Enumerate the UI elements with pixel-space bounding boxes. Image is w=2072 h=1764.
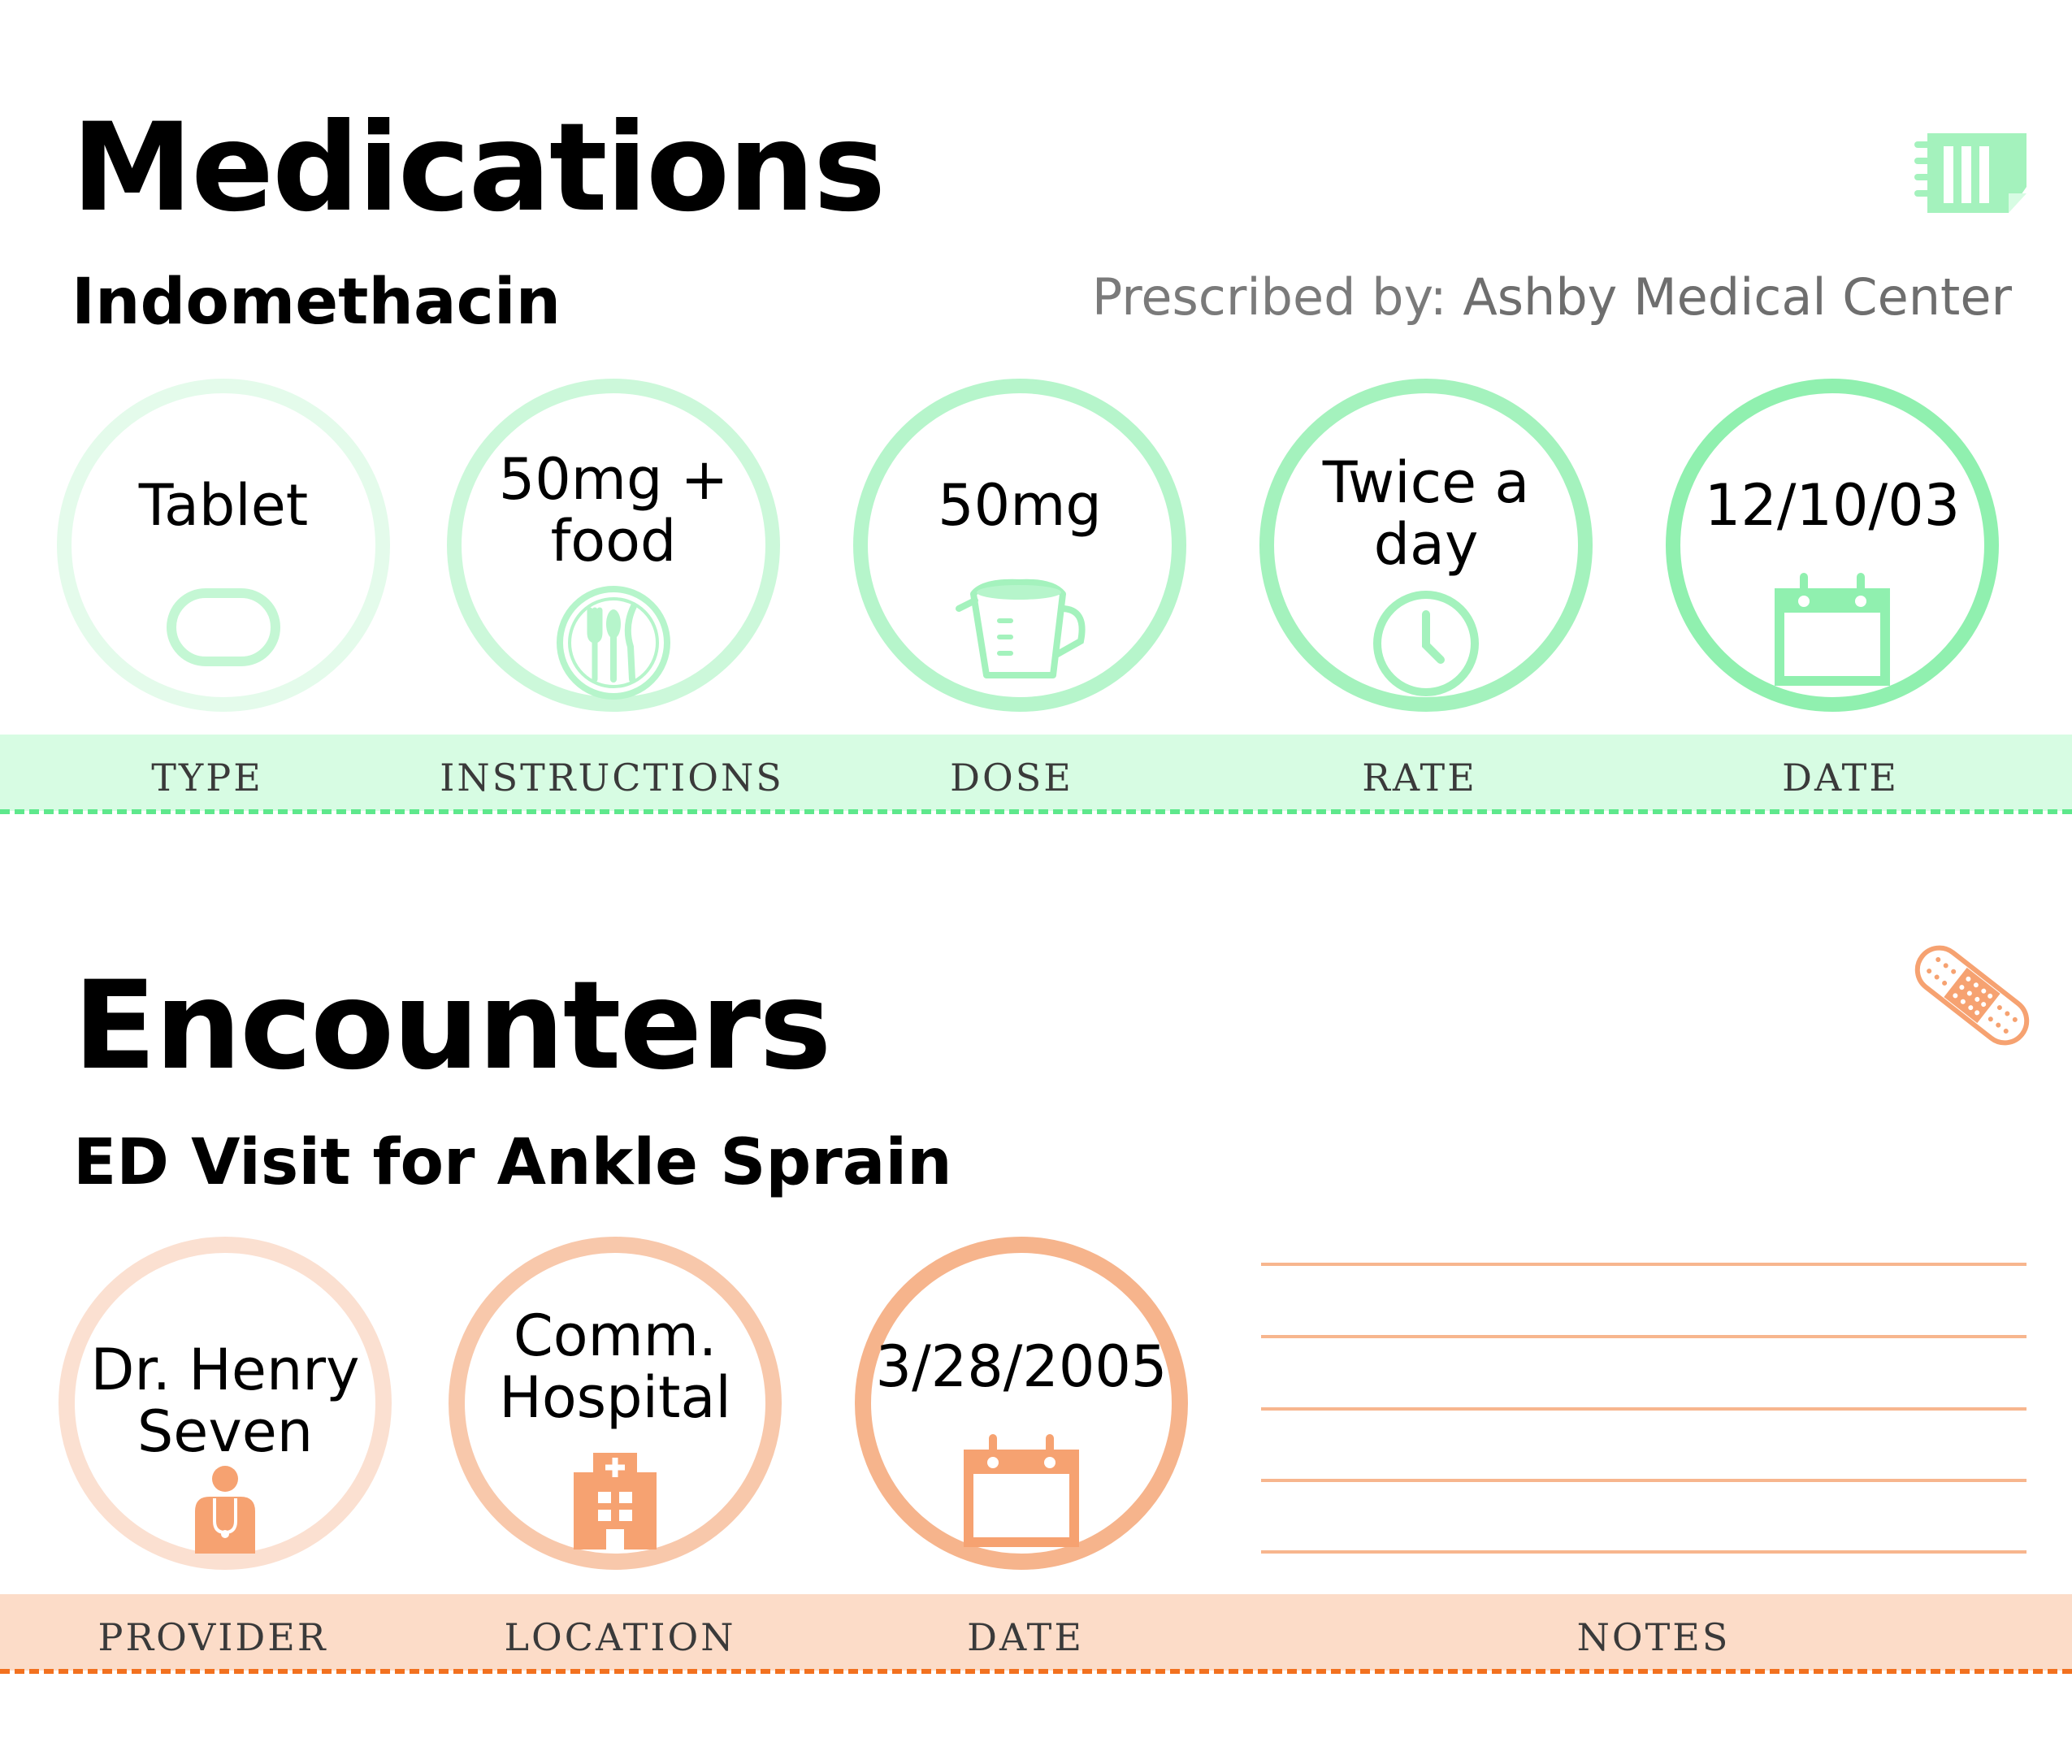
location-circle: Comm. Hospital [449,1237,782,1570]
calendar-icon [1680,572,1984,689]
rate-value: Twice a day [1322,449,1530,578]
prescriber-name: Ashby Medical Center [1463,267,2012,327]
label-instructions: INSTRUCTIONS [440,756,784,800]
label-provider: PROVIDER [98,1615,328,1659]
label-type: TYPE [151,756,263,800]
instructions-circle: 50mg + food [447,379,780,712]
encounter-date-circle: 3/28/2005 [855,1237,1188,1570]
clock-icon [1274,587,1578,704]
utensils-icon [462,582,765,707]
dose-circle: 50mg [853,379,1186,712]
encounters-divider [0,1669,2072,1674]
label-rate: RATE [1362,756,1477,800]
prescribed-by: Prescribed by: Ashby Medical Center [1092,272,2012,323]
date-value: 12/10/03 [1704,472,1961,539]
encounter-date-value: 3/28/2005 [875,1333,1168,1400]
medications-title: Medications [72,98,886,239]
calendar-icon [871,1433,1172,1550]
medication-name: Indomethacin [72,266,561,339]
dose-value: 50mg [938,472,1102,539]
instructions-value: 50mg + food [498,446,729,574]
type-circle: Tablet [57,379,390,712]
encounters-label-band: PROVIDER LOCATION DATE NOTES [0,1594,2072,1671]
note-line [1261,1263,2026,1266]
type-value: Tablet [138,472,309,539]
hospital-icon [465,1448,765,1553]
prescribed-prefix: Prescribed by: [1091,267,1447,327]
medications-label-band: TYPE INSTRUCTIONS DOSE RATE DATE [0,735,2072,811]
note-line [1261,1335,2026,1338]
medical-record-icon [1911,130,2029,219]
label-date: DATE [1782,756,1899,800]
label-dose: DOSE [950,756,1073,800]
note-line [1261,1550,2026,1554]
measuring-cup-icon [868,576,1172,685]
provider-value: Dr. Henry Seven [90,1337,360,1465]
location-value: Comm. Hospital [499,1302,731,1431]
encounters-title: Encounters [73,956,831,1097]
medications-divider [0,809,2072,814]
label-location: LOCATION [504,1615,736,1659]
date-circle: 12/10/03 [1666,379,1999,712]
label-encounter-date: DATE [967,1615,1084,1659]
rate-circle: Twice a day [1259,379,1593,712]
encounter-name: ED Visit for Ankle Sprain [73,1126,952,1199]
bandage-icon [1905,934,2039,1060]
note-line [1261,1479,2026,1482]
note-line [1261,1407,2026,1411]
tablet-icon [72,587,375,671]
label-notes: NOTES [1576,1615,1731,1659]
provider-circle: Dr. Henry Seven [59,1237,392,1570]
doctor-icon [75,1464,375,1557]
